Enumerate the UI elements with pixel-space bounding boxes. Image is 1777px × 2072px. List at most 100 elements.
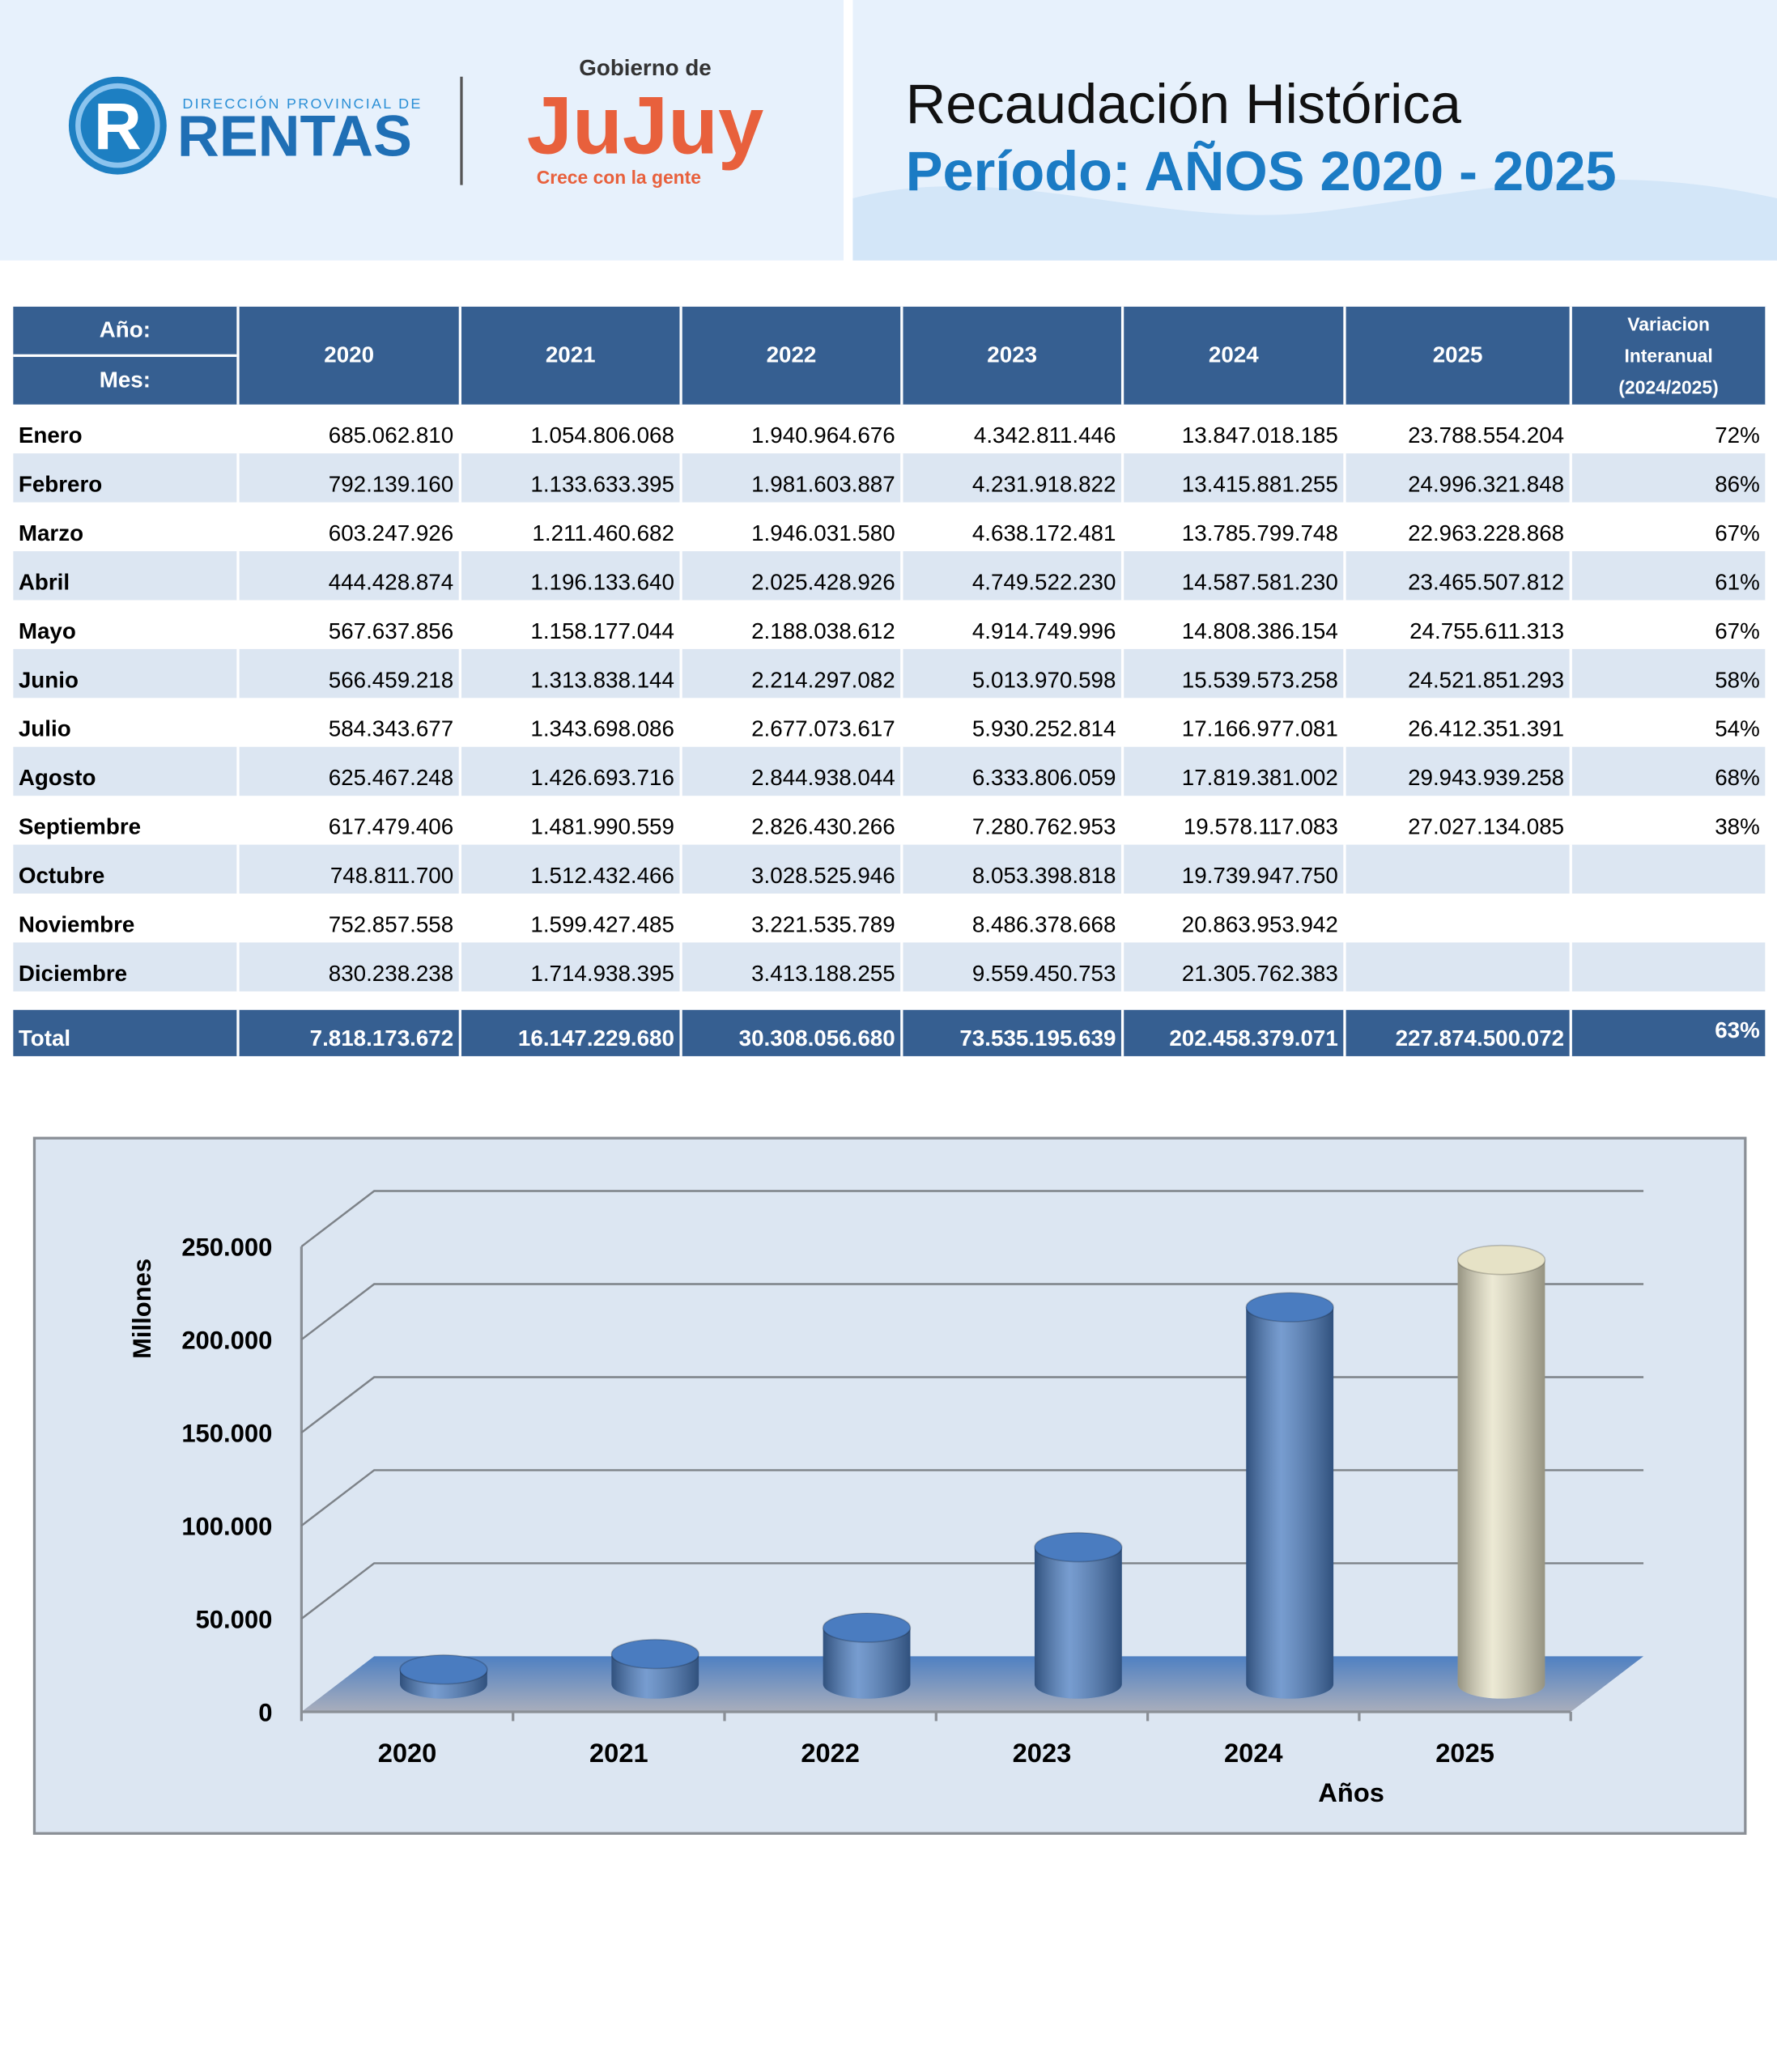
bar <box>1245 1292 1334 1699</box>
bar-shade <box>1457 1259 1545 1699</box>
y-axis-title: Millones <box>128 1259 156 1359</box>
value-cell: 584.343.677 <box>237 698 461 747</box>
bar-shade <box>1034 1547 1122 1699</box>
jujuy-logo-name: JuJuy <box>527 79 764 171</box>
value-cell: 1.481.990.559 <box>460 796 682 845</box>
year-header: 2025 <box>1344 306 1572 405</box>
value-cell: 22.963.228.868 <box>1344 502 1572 552</box>
rentas-logo-mark: R <box>94 91 142 164</box>
value-cell: 29.943.939.258 <box>1344 746 1572 796</box>
header: R DIRECCIÓN PROVINCIAL DE RENTAS Gobiern… <box>0 0 1777 261</box>
value-cell: 8.486.378.668 <box>901 894 1124 943</box>
total-cell: 63% <box>1571 1009 1768 1056</box>
variation-header: Variacion Interanual (2024/2025) <box>1571 306 1768 405</box>
value-cell: 830.238.238 <box>237 942 461 991</box>
value-cell: 61% <box>1571 551 1768 601</box>
year-header: 2023 <box>901 306 1124 405</box>
bar <box>822 1612 912 1699</box>
value-cell: 54% <box>1571 698 1768 747</box>
value-cell: 685.062.810 <box>237 404 461 454</box>
bar-cap <box>822 1612 912 1643</box>
value-cell: 1.343.698.086 <box>460 698 682 747</box>
value-cell: 1.196.133.640 <box>460 551 682 601</box>
value-cell: 13.415.881.255 <box>1122 453 1346 503</box>
x-tick-label: 2020 <box>378 1738 437 1768</box>
month-cell: Agosto <box>13 746 240 796</box>
value-cell: 24.755.611.313 <box>1344 600 1572 649</box>
table-row: Diciembre 830.238.238 1.714.938.395 3.413.1… <box>13 942 1768 991</box>
value-cell: 1.313.838.144 <box>460 648 682 698</box>
grid-line <box>300 1283 1644 1341</box>
month-label: Mes: <box>99 367 151 393</box>
table-row: Noviembre 752.857.558 1.599.427.485 3.221.5… <box>13 894 1768 943</box>
spacer-cell <box>681 991 903 1010</box>
year-header: 2020 <box>237 306 461 405</box>
year-header: 2024 <box>1122 306 1346 405</box>
rentas-logo-ring <box>75 83 160 168</box>
spacer-cell <box>1571 991 1768 1010</box>
year-label: Año: <box>13 307 237 357</box>
value-cell: 1.946.031.580 <box>681 502 903 552</box>
spacer-cell <box>1122 991 1346 1010</box>
month-cell: Junio <box>13 648 240 698</box>
value-cell: 19.578.117.083 <box>1122 796 1346 845</box>
value-cell <box>1344 894 1572 943</box>
table-body: Enero 685.062.810 1.054.806.068 1.940.964.6… <box>13 404 1768 1056</box>
variation-line: Interanual <box>1624 345 1713 367</box>
value-cell: 14.808.386.154 <box>1122 600 1346 649</box>
bar-cap <box>399 1654 488 1685</box>
value-cell: 1.940.964.676 <box>681 404 903 454</box>
value-cell: 23.465.507.812 <box>1344 551 1572 601</box>
total-cell: 73.535.195.639 <box>901 1009 1124 1056</box>
value-cell: 566.459.218 <box>237 648 461 698</box>
chart: Millones Años 0 50.000 100.000 150.000 200.0… <box>32 1136 1747 1835</box>
value-cell: 8.053.398.818 <box>901 844 1124 894</box>
table-row: Abril 444.428.874 1.196.133.640 2.025.428.9… <box>13 551 1768 601</box>
value-cell: 2.188.038.612 <box>681 600 903 649</box>
rentas-logo-subtitle: DIRECCIÓN PROVINCIAL DE <box>182 95 422 112</box>
x-tick-label: 2023 <box>1013 1738 1072 1768</box>
variation-line: Variacion <box>1627 313 1710 335</box>
spacer-cell <box>13 991 240 1010</box>
x-axis-title: Años <box>1318 1777 1384 1807</box>
value-cell <box>1571 942 1768 991</box>
value-cell: 67% <box>1571 600 1768 649</box>
month-cell: Octubre <box>13 844 240 894</box>
table-row: Septiembre 617.479.406 1.481.990.559 2.826.… <box>13 796 1768 845</box>
y-tick-label: 100.000 <box>181 1512 272 1540</box>
grid-line <box>300 1469 1644 1527</box>
variation-line: (2024/2025) <box>1618 376 1719 398</box>
value-cell: 752.857.558 <box>237 894 461 943</box>
page-subtitle: Período: AÑOS 2020 - 2025 <box>906 140 1617 202</box>
value-cell: 17.819.381.002 <box>1122 746 1346 796</box>
x-tick-label: 2024 <box>1224 1738 1283 1768</box>
month-cell: Febrero <box>13 453 240 503</box>
value-cell: 1.133.633.395 <box>460 453 682 503</box>
table-row: Julio 584.343.677 1.343.698.086 2.677.073.6… <box>13 698 1768 747</box>
value-cell: 3.413.188.255 <box>681 942 903 991</box>
bar-cap <box>610 1638 699 1670</box>
value-cell: 7.280.762.953 <box>901 796 1124 845</box>
header-corner: Año: Mes: <box>13 306 240 405</box>
value-cell: 748.811.700 <box>237 844 461 894</box>
value-cell: 21.305.762.383 <box>1122 942 1346 991</box>
value-cell: 1.981.603.887 <box>681 453 903 503</box>
value-cell <box>1571 894 1768 943</box>
value-cell: 3.028.525.946 <box>681 844 903 894</box>
value-cell: 14.587.581.230 <box>1122 551 1346 601</box>
value-cell: 19.739.947.750 <box>1122 844 1346 894</box>
value-cell: 603.247.926 <box>237 502 461 552</box>
grid-line <box>300 1190 1644 1248</box>
value-cell: 23.788.554.204 <box>1344 404 1572 454</box>
bar-cap <box>1034 1531 1123 1563</box>
table-row: Enero 685.062.810 1.054.806.068 1.940.964.6… <box>13 404 1768 454</box>
value-cell <box>1571 844 1768 894</box>
value-cell: 13.847.018.185 <box>1122 404 1346 454</box>
year-header: 2021 <box>460 306 682 405</box>
value-cell: 1.599.427.485 <box>460 894 682 943</box>
value-cell: 1.714.938.395 <box>460 942 682 991</box>
value-cell: 58% <box>1571 648 1768 698</box>
value-cell: 4.342.811.446 <box>901 404 1124 454</box>
total-cell: 16.147.229.680 <box>460 1009 682 1056</box>
total-cell: 227.874.500.072 <box>1344 1009 1572 1056</box>
